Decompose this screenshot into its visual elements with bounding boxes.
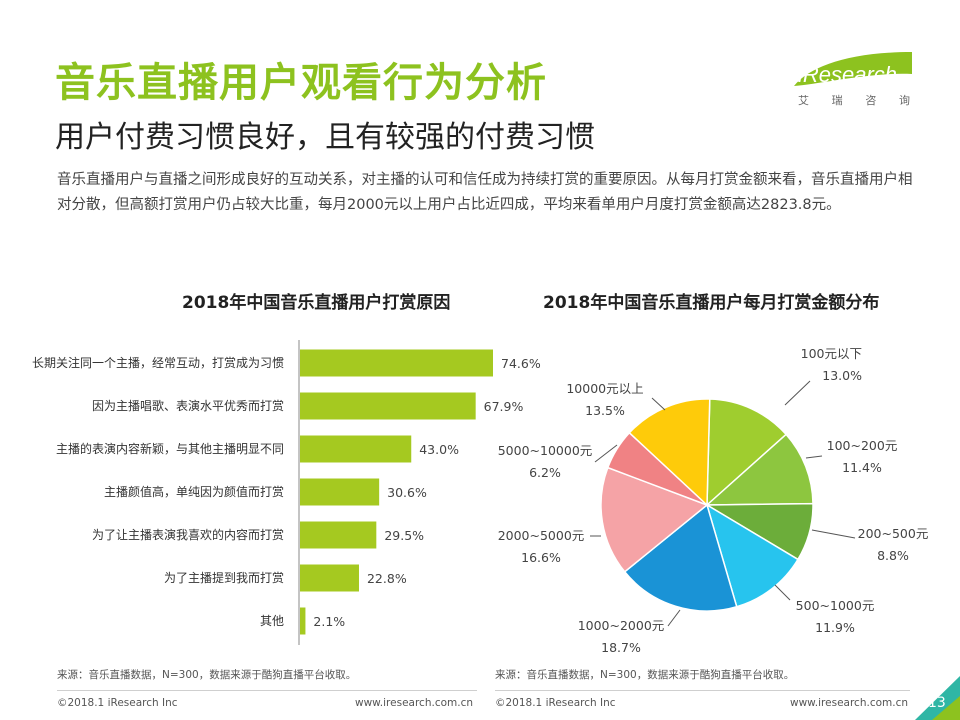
pie-slice bbox=[705, 433, 814, 506]
pie-slice-label: 1000~2000元 bbox=[578, 618, 665, 633]
pie-slice-value: 11.4% bbox=[842, 460, 882, 475]
bar bbox=[300, 435, 412, 463]
page-number: 13 bbox=[928, 695, 946, 711]
bar bbox=[300, 478, 380, 506]
logo-cn-char: 咨 bbox=[865, 94, 877, 107]
pie-chart-source: 来源：音乐直播数据，N=300，数据来源于酷狗直播平台收取。 bbox=[495, 669, 795, 681]
footer-divider bbox=[57, 690, 477, 691]
pie-slice-value: 6.2% bbox=[529, 465, 561, 480]
footer-website[interactable]: www.iresearch.com.cn bbox=[355, 697, 474, 709]
footer-accent-shape bbox=[932, 696, 960, 720]
pie-leader-line bbox=[667, 609, 681, 627]
bar-category-label: 主播的表演内容新颖，与其他主播明显不同 bbox=[56, 441, 284, 456]
logo-cn: 艾 瑞 咨 询 bbox=[798, 92, 910, 108]
pie-slice-label: 500~1000元 bbox=[796, 598, 875, 613]
pie-leader-line bbox=[805, 455, 823, 459]
footer-website[interactable]: www.iresearch.com.cn bbox=[790, 697, 909, 709]
pie-slice-label: 2000~5000元 bbox=[498, 528, 585, 543]
logo-text: iResearch bbox=[798, 62, 897, 87]
pie-slice bbox=[623, 503, 738, 612]
pie-leader-line bbox=[651, 397, 666, 411]
bar-value-label: 67.9% bbox=[484, 399, 524, 414]
pie-slice-value: 11.9% bbox=[815, 620, 855, 635]
pie-slice-value: 18.7% bbox=[601, 640, 641, 655]
pie-slice-label: 100~200元 bbox=[827, 438, 898, 453]
bar-category-label: 因为主播唱歌、表演水平优秀而打赏 bbox=[92, 398, 284, 413]
bar bbox=[300, 521, 377, 549]
bar bbox=[300, 392, 476, 420]
pie-leader-line bbox=[774, 584, 791, 601]
bar-category-label: 为了主播提到我而打赏 bbox=[164, 570, 284, 585]
pie-slice bbox=[706, 398, 788, 507]
pie-slice bbox=[628, 398, 711, 507]
pie-slice-label: 200~500元 bbox=[858, 526, 929, 541]
pie-slice bbox=[600, 466, 709, 573]
bar-category-label: 长期关注同一个主播，经常互动，打赏成为习惯 bbox=[32, 355, 284, 370]
pie-slice-value: 16.6% bbox=[521, 550, 561, 565]
bar-value-label: 22.8% bbox=[367, 571, 407, 586]
logo-swoosh bbox=[794, 52, 912, 86]
bar-chart-title: 2018年中国音乐直播用户打赏原因 bbox=[182, 293, 451, 313]
iresearch-logo: iResearch bbox=[794, 52, 912, 87]
footer-copyright: ©2018.1 iResearch Inc bbox=[57, 697, 178, 709]
bar bbox=[300, 349, 493, 377]
pie-slice-label: 100元以下 bbox=[801, 346, 862, 361]
bar-value-label: 2.1% bbox=[313, 614, 345, 629]
bar-chart-source: 来源：音乐直播数据，N=300，数据来源于酷狗直播平台收取。 bbox=[57, 669, 357, 681]
logo-cn-char: 瑞 bbox=[831, 94, 843, 107]
bar-category-label: 主播颜值高，单纯因为颜值而打赏 bbox=[104, 484, 284, 499]
page-subtitle: 用户付费习惯良好，且有较强的付费习惯 bbox=[55, 120, 595, 155]
page-description: 音乐直播用户与直播之间形成良好的互动关系，对主播的认可和信任成为持续打赏的重要原… bbox=[57, 172, 913, 213]
pie-slice-value: 8.8% bbox=[877, 548, 909, 563]
bar-category-label: 为了让主播表演我喜欢的内容而打赏 bbox=[92, 527, 284, 542]
bar bbox=[300, 607, 306, 635]
pie-leader-line bbox=[594, 444, 618, 463]
pie-slice-label: 10000元以上 bbox=[566, 381, 643, 396]
bar-category-label: 其他 bbox=[260, 614, 284, 628]
bar-value-label: 43.0% bbox=[419, 442, 459, 457]
footer-copyright: ©2018.1 iResearch Inc bbox=[495, 697, 616, 709]
pie-chart-title: 2018年中国音乐直播用户每月打赏金额分布 bbox=[543, 293, 880, 313]
logo-cn-char: 艾 bbox=[798, 94, 809, 107]
page-title: 音乐直播用户观看行为分析 bbox=[55, 60, 547, 106]
bar-value-label: 30.6% bbox=[387, 485, 427, 500]
bar-value-label: 29.5% bbox=[384, 528, 424, 543]
pie-slice-value: 13.5% bbox=[585, 403, 625, 418]
pie-leader-line bbox=[784, 380, 811, 406]
bar-value-label: 74.6% bbox=[501, 356, 541, 371]
footer-divider bbox=[495, 690, 910, 691]
pie-slice-value: 13.0% bbox=[822, 368, 862, 383]
logo-cn-char: 询 bbox=[898, 94, 910, 107]
pie-slice-label: 5000~10000元 bbox=[498, 443, 593, 458]
pie-leader-line bbox=[811, 529, 856, 539]
bar bbox=[300, 564, 359, 592]
